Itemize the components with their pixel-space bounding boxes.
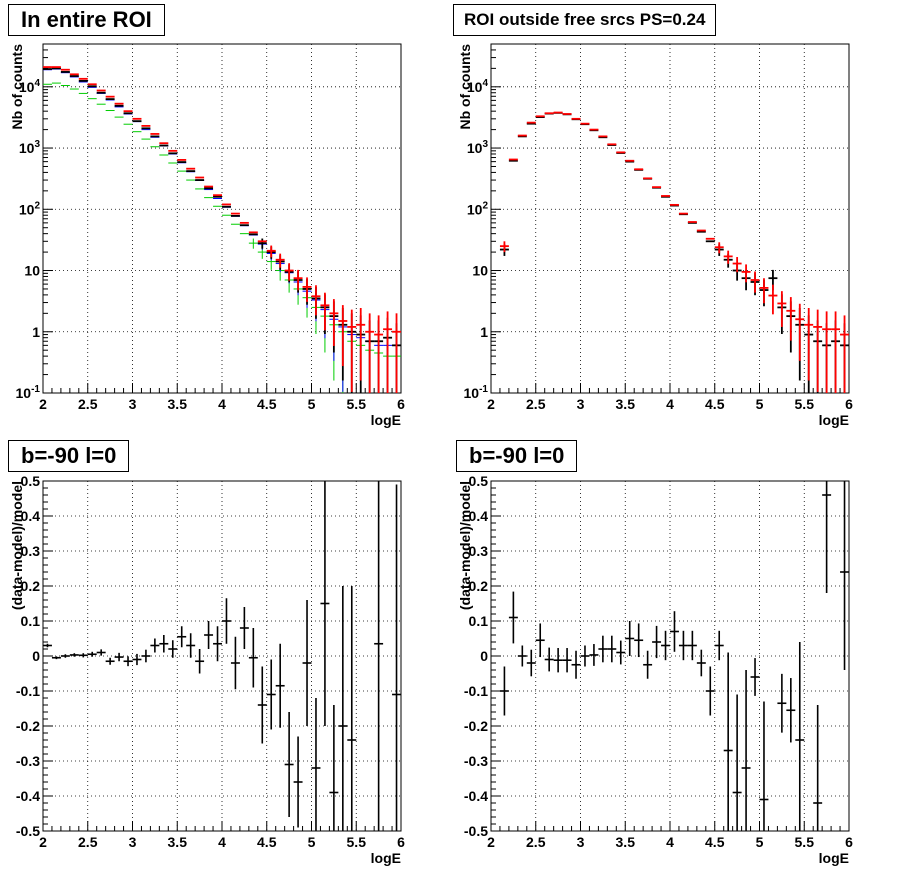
data-layer: [499, 111, 849, 393]
y-axis-label: (data-model)/model: [9, 481, 25, 610]
y-tick-label: 10-1: [464, 384, 489, 401]
chart-title-bottom-left: b=-90 l=0: [8, 440, 130, 472]
y-tick-label: -0.2: [16, 718, 40, 734]
y-tick-label: 0.5: [469, 473, 489, 489]
y-tick-label: 0.2: [469, 578, 489, 594]
data-layer: [499, 481, 849, 831]
y-tick-label: 0.2: [21, 578, 41, 594]
y-tick-label: 0.4: [469, 508, 489, 524]
x-tick-label: 2: [487, 834, 495, 850]
y-tick-label: 1: [480, 324, 488, 340]
x-tick-label: 3.5: [616, 834, 636, 850]
x-tick-label: 3.5: [168, 834, 188, 850]
y-tick-label: -0.3: [16, 753, 40, 769]
y-tick-label: -0.4: [464, 788, 488, 804]
x-tick-label: 3: [129, 396, 137, 412]
y-tick-label: 103: [19, 139, 41, 156]
x-tick-label: 3: [129, 834, 137, 850]
x-tick-label: 5.5: [795, 396, 815, 412]
x-tick-label: 2: [39, 834, 47, 850]
y-tick-label: 10: [472, 263, 488, 279]
y-tick-label: 10: [24, 263, 40, 279]
y-tick-label: -0.5: [16, 823, 40, 839]
y-tick-label: -0.5: [464, 823, 488, 839]
y-tick-label: 104: [467, 78, 489, 95]
y-tick-label: 0.4: [21, 508, 41, 524]
y-tick-label: 0.1: [469, 613, 489, 629]
chart-title-top-right: ROI outside free srcs PS=0.24: [453, 4, 717, 36]
x-tick-label: 2.5: [526, 396, 546, 412]
x-tick-label: 5: [756, 396, 764, 412]
x-tick-label: 2: [39, 396, 47, 412]
x-tick-label: 3.5: [168, 396, 188, 412]
x-tick-label: 3: [577, 834, 585, 850]
x-tick-label: 4.5: [257, 834, 277, 850]
x-axis-label: logE: [819, 412, 849, 428]
x-tick-label: 4: [666, 396, 674, 412]
y-tick-label: -0.1: [16, 683, 40, 699]
x-tick-label: 6: [397, 834, 405, 850]
x-axis-label: logE: [371, 412, 401, 428]
y-axis-label: (data-model)/model: [457, 481, 473, 610]
y-tick-label: 102: [19, 200, 41, 217]
y-tick-label: 103: [467, 139, 489, 156]
y-tick-label: 0.5: [21, 473, 41, 489]
y-tick-label: 0.1: [21, 613, 41, 629]
data-layer: [43, 481, 401, 831]
x-tick-label: 5.5: [347, 834, 367, 850]
x-tick-label: 4: [218, 834, 226, 850]
x-tick-label: 5.5: [795, 834, 815, 850]
x-tick-label: 2.5: [78, 834, 98, 850]
y-tick-label: -0.4: [16, 788, 40, 804]
x-tick-label: 4.5: [705, 396, 725, 412]
y-tick-label: -0.1: [464, 683, 488, 699]
x-axis-label: logE: [819, 850, 849, 866]
x-tick-label: 4: [666, 834, 674, 850]
x-tick-label: 5: [308, 834, 316, 850]
x-tick-label: 2: [487, 396, 495, 412]
x-axis-label: logE: [371, 850, 401, 866]
y-tick-label: 1: [32, 324, 40, 340]
chart-panel-0: 2 2.5 3 3.5 4 4.5 5 5.5 6 10-1 1 10 102 103 104 logE Nb …: [9, 43, 405, 428]
x-tick-label: 3: [577, 396, 585, 412]
y-tick-label: -0.2: [464, 718, 488, 734]
y-tick-label: 104: [19, 78, 41, 95]
x-tick-label: 4.5: [257, 396, 277, 412]
y-tick-label: 0.3: [469, 543, 489, 559]
y-tick-label: 10-1: [16, 384, 41, 401]
x-tick-label: 2.5: [78, 396, 98, 412]
x-tick-label: 3.5: [616, 396, 636, 412]
x-tick-label: 4: [218, 396, 226, 412]
y-tick-label: -0.3: [464, 753, 488, 769]
x-tick-label: 6: [845, 396, 853, 412]
y-tick-label: 102: [467, 200, 489, 217]
chart-title-top-left: In entire ROI: [8, 4, 165, 36]
x-tick-label: 5.5: [347, 396, 367, 412]
data-layer: [43, 66, 401, 393]
x-tick-label: 2.5: [526, 834, 546, 850]
y-tick-label: 0: [32, 648, 40, 664]
chart-panel-2: 2 2.5 3 3.5 4 4.5 5 5.5 6 -0.5 -0.4 -0.3 -0.2 -0.1 0 0.…: [9, 473, 405, 866]
chart-panel-1: 2 2.5 3 3.5 4 4.5 5 5.5 6 10-1 1 10 102 103 104 logE Nb …: [457, 43, 853, 428]
x-tick-label: 5: [756, 834, 764, 850]
x-tick-label: 4.5: [705, 834, 725, 850]
y-tick-label: 0: [480, 648, 488, 664]
x-tick-label: 6: [397, 396, 405, 412]
y-axis-label: Nb of counts: [9, 44, 25, 130]
x-tick-label: 6: [845, 834, 853, 850]
x-tick-label: 5: [308, 396, 316, 412]
chart-title-bottom-right: b=-90 l=0: [456, 440, 578, 472]
y-tick-label: 0.3: [21, 543, 41, 559]
chart-panel-3: 2 2.5 3 3.5 4 4.5 5 5.5 6 -0.5 -0.4 -0.3 -0.2 -0.1 0 0.…: [457, 473, 853, 866]
y-axis-label: Nb of counts: [457, 44, 473, 130]
